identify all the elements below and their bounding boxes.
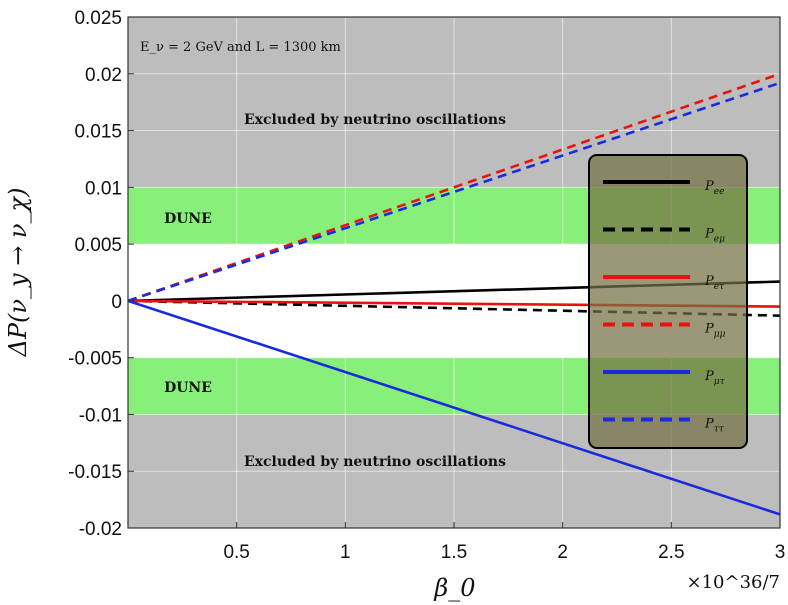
series-line-4 [128, 299, 780, 516]
x-axis-multiplier: ×10^36/7 [687, 572, 781, 593]
y-tick-label-0: -0.02 [79, 519, 122, 540]
y-tick-label-3: -0.005 [68, 349, 122, 370]
excluded-top-label: Excluded by neutrino oscillations [244, 112, 506, 128]
series-line-3 [128, 72, 780, 303]
dune-bottom-label: DUNE [164, 380, 212, 396]
series-line-5 [128, 81, 780, 303]
excluded-bottom-label: Excluded by neutrino oscillations [244, 454, 506, 470]
dune-top-label: DUNE [164, 211, 212, 227]
x-tick-label-2: 1.5 [441, 542, 467, 563]
y-tick-label-1: -0.015 [68, 462, 122, 483]
legend-box [588, 154, 748, 449]
y-tick-label-9: 0.025 [74, 8, 122, 29]
y-tick-label-4: 0 [111, 292, 122, 313]
y-tick-label-2: -0.01 [79, 405, 122, 426]
y-axis-title: ΔP(ν_y → ν_χ) [4, 188, 32, 358]
y-tick-label-7: 0.015 [74, 122, 122, 143]
x-tick-label-1: 1 [340, 542, 351, 563]
ticks: 0.5 1 1.5 2 2.5 3 -0.02 -0.015 -0.01 -0.005 0 0.005… [68, 8, 785, 563]
x-tick-label-4: 2.5 [658, 542, 684, 563]
annotation: E_ν = 2 GeV and L = 1300 km [140, 40, 341, 55]
y-tick-label-5: 0.005 [74, 235, 122, 256]
x-axis-title: β_0 [433, 574, 475, 602]
x-tick-label-5: 3 [775, 542, 786, 563]
y-tick-label-6: 0.01 [85, 178, 122, 199]
x-tick-label-3: 2 [557, 542, 568, 563]
x-tick-label-0: 0.5 [223, 542, 249, 563]
y-tick-label-8: 0.02 [85, 65, 122, 86]
